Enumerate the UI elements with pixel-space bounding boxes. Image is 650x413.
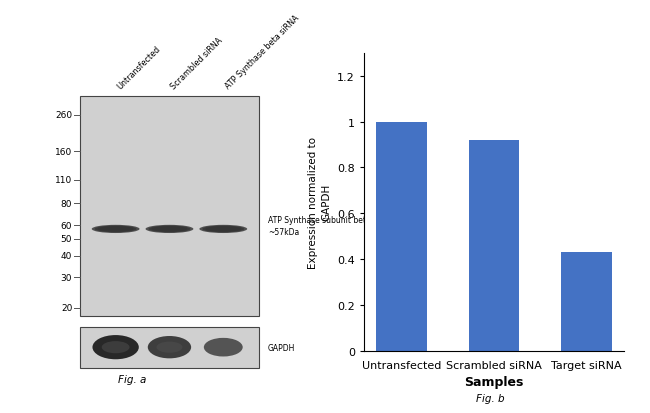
Text: 40: 40: [61, 252, 72, 260]
Text: GAPDH: GAPDH: [268, 343, 296, 352]
Ellipse shape: [92, 335, 139, 359]
Ellipse shape: [92, 225, 140, 233]
Text: 30: 30: [61, 273, 72, 282]
Ellipse shape: [148, 226, 190, 233]
Text: 110: 110: [55, 176, 72, 185]
X-axis label: Samples: Samples: [464, 375, 524, 389]
Bar: [80, 96, 259, 316]
Text: 60: 60: [61, 221, 72, 230]
Ellipse shape: [204, 338, 242, 356]
Text: Untransfected: Untransfected: [116, 44, 162, 91]
Ellipse shape: [157, 342, 183, 353]
Y-axis label: Expression normalized to
GAPDH: Expression normalized to GAPDH: [309, 137, 332, 268]
Bar: [376, 122, 427, 351]
Ellipse shape: [148, 336, 191, 358]
Text: 80: 80: [61, 199, 72, 209]
Text: 160: 160: [55, 147, 72, 157]
Text: ATP Synthase subunit beta
~57kDa: ATP Synthase subunit beta ~57kDa: [268, 215, 371, 236]
Text: 260: 260: [55, 111, 72, 120]
Text: 50: 50: [61, 235, 72, 244]
Text: Scrambled siRNA: Scrambled siRNA: [170, 36, 225, 91]
Ellipse shape: [205, 227, 241, 232]
Ellipse shape: [95, 226, 136, 233]
Bar: [80, 327, 259, 368]
Ellipse shape: [146, 225, 194, 233]
Ellipse shape: [212, 343, 235, 352]
Text: Fig. a: Fig. a: [118, 375, 146, 385]
Ellipse shape: [202, 226, 244, 233]
Text: ATP Synthase beta siRNA: ATP Synthase beta siRNA: [224, 14, 301, 91]
Bar: [469, 140, 519, 351]
Text: Fig. b: Fig. b: [476, 393, 505, 403]
Ellipse shape: [102, 341, 129, 354]
Text: 20: 20: [61, 304, 72, 312]
Bar: [561, 253, 612, 351]
Ellipse shape: [200, 225, 247, 233]
Ellipse shape: [151, 227, 187, 232]
Ellipse shape: [98, 227, 134, 232]
